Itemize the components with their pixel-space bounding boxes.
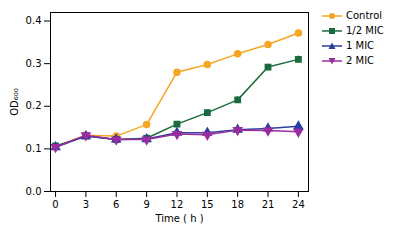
svg-text:15: 15 xyxy=(201,199,214,210)
html-text:Control: Control xyxy=(346,10,383,21)
svg-text:21: 21 xyxy=(262,199,275,210)
html-text:1/2 MIC: 1/2 MIC xyxy=(346,25,384,36)
svg-text:0.3: 0.3 xyxy=(26,58,42,69)
svg-text:3: 3 xyxy=(83,199,89,210)
svg-text:12: 12 xyxy=(171,199,184,210)
svg-text:0.4: 0.4 xyxy=(26,15,42,26)
svg-text:18: 18 xyxy=(231,199,244,210)
svg-text:0: 0 xyxy=(52,199,58,210)
svg-text:0.1: 0.1 xyxy=(26,143,42,154)
svg-text:OD₆₀₀: OD₆₀₀ xyxy=(9,88,20,116)
html-text:1 MIC: 1 MIC xyxy=(346,40,375,51)
svg-text:0.2: 0.2 xyxy=(26,100,42,111)
svg-text:0.0: 0.0 xyxy=(26,186,42,197)
svg-text:9: 9 xyxy=(143,199,149,210)
html-text:2 MIC: 2 MIC xyxy=(346,55,375,66)
svg-text:Time ( h ): Time ( h ) xyxy=(154,213,203,224)
svg-text:24: 24 xyxy=(292,199,305,210)
svg-text:6: 6 xyxy=(113,199,119,210)
